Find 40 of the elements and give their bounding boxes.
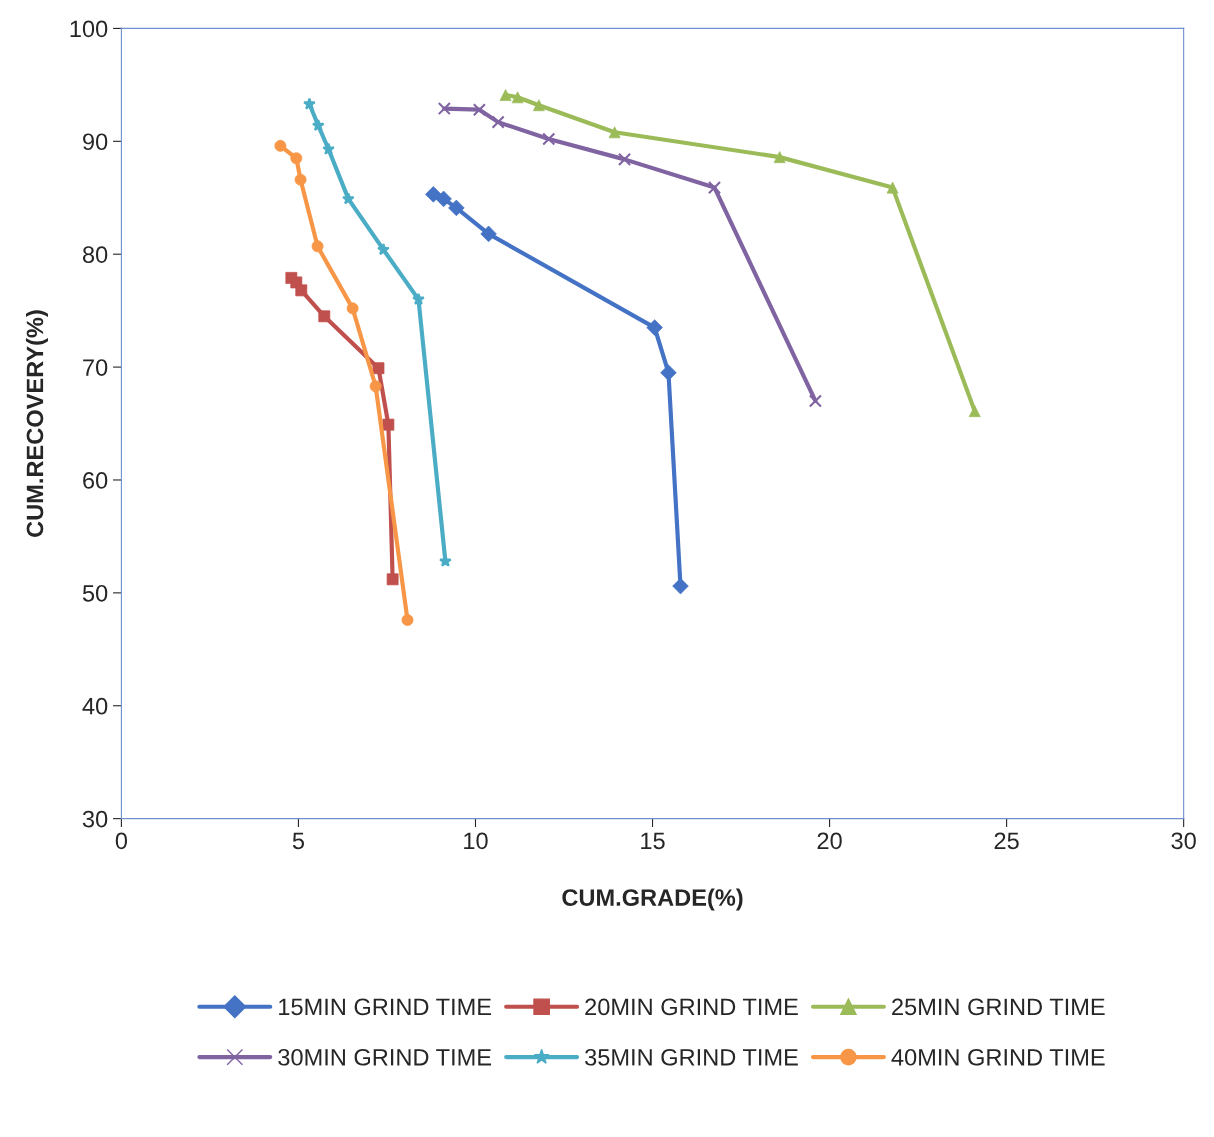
point	[437, 101, 451, 116]
y-tick-label: 90	[83, 133, 108, 151]
y-tick-label: 100	[70, 20, 108, 38]
x-tick-label: 30	[1171, 832, 1196, 850]
point	[542, 132, 556, 146]
y-tick-label: 70	[83, 359, 108, 376]
point	[322, 142, 335, 155]
point	[435, 190, 452, 208]
point	[480, 225, 497, 243]
x-tick-label: 0	[115, 832, 128, 850]
x-axis-title: CUM.GRADE(%)	[562, 888, 743, 911]
legend-label: 25MIN GRIND TIME	[892, 998, 1105, 1016]
y-tick-label: 30	[82, 810, 108, 828]
point	[808, 394, 822, 408]
legend-label: 35MIN GRIND TIME	[585, 1048, 798, 1066]
legend-label: 40MIN GRIND TIME	[891, 1048, 1105, 1066]
point	[342, 192, 355, 205]
point	[617, 152, 632, 166]
x-tick-label: 10	[464, 832, 488, 850]
legend-label: 15MIN GRIND TIME	[279, 998, 492, 1016]
legend-label: 30MIN GRIND TIME	[278, 1048, 492, 1066]
y-tick-label: 60	[83, 472, 108, 489]
y-axis-title: CUM.RECOVERY(%)	[25, 310, 48, 537]
x-tick-label: 20	[817, 832, 842, 850]
x-tick-label: 5	[292, 832, 305, 850]
point	[707, 181, 722, 195]
y-tick-label: 50	[82, 584, 108, 602]
legend-label: 20MIN GRIND TIME	[585, 998, 798, 1016]
y-tick-label: 40	[82, 697, 108, 715]
point	[377, 243, 390, 256]
point	[491, 115, 505, 129]
y-tick-label: 80	[82, 246, 108, 263]
point	[412, 292, 425, 305]
point	[311, 118, 325, 132]
x-tick-label: 25	[994, 832, 1019, 850]
point	[303, 97, 316, 110]
x-tick-label: 15	[641, 832, 665, 850]
point	[672, 577, 689, 595]
point	[439, 554, 452, 567]
point	[472, 103, 486, 117]
